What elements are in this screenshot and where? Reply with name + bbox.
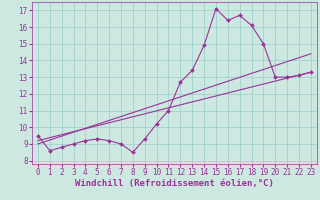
X-axis label: Windchill (Refroidissement éolien,°C): Windchill (Refroidissement éolien,°C) <box>75 179 274 188</box>
